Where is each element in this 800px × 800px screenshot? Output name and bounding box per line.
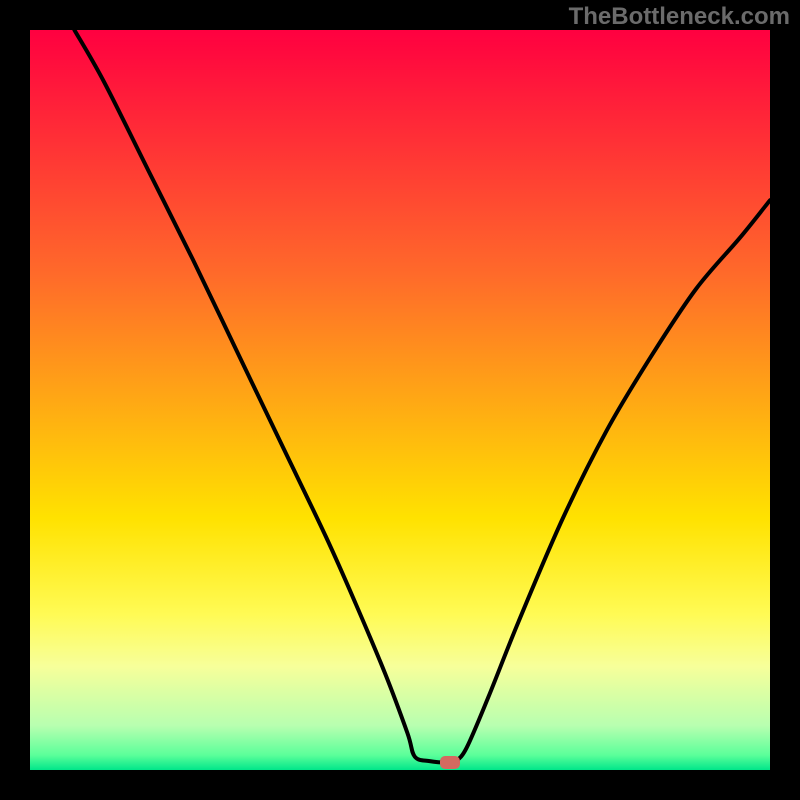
optimum-marker bbox=[440, 756, 460, 769]
bottleneck-curve bbox=[30, 30, 770, 770]
plot-border-right bbox=[770, 0, 800, 800]
plot-border-left bbox=[0, 0, 30, 800]
chart-container: TheBottleneck.com bbox=[0, 0, 800, 800]
attribution-text: TheBottleneck.com bbox=[569, 3, 790, 31]
plot-border-bottom bbox=[0, 770, 800, 800]
curve-path bbox=[74, 30, 770, 763]
